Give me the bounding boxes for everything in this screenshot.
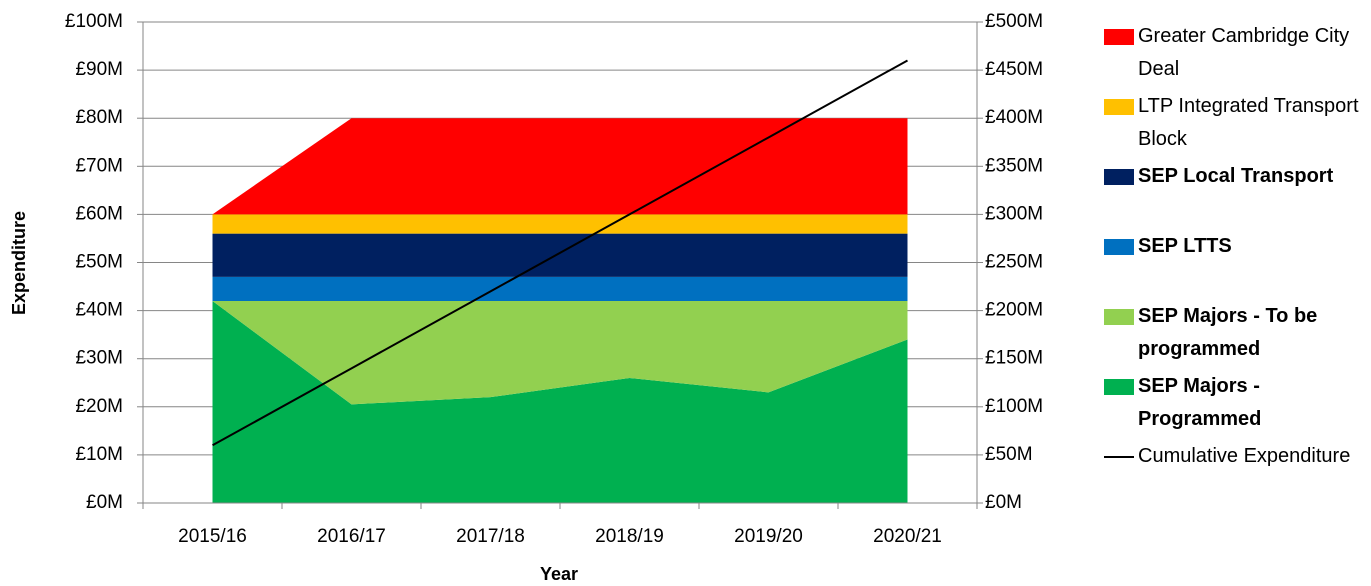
y2-tick-label: £500M [985,11,1043,32]
legend-swatch [1104,29,1134,45]
y2-tick-label: £350M [985,155,1043,176]
y2-tick-label: £0M [985,492,1022,513]
legend-label: LTP Integrated Transport Block [1138,95,1359,150]
y-tick-label: £40M [75,300,123,321]
y2-tick-label: £400M [985,107,1043,128]
legend-label: Greater Cambridge City Deal [1138,25,1350,80]
legend-swatch [1104,379,1134,395]
y-tick-label: £60M [75,203,123,224]
legend-label: SEP Majors - Programmed [1138,375,1262,430]
x-axis-title: Year [540,564,578,584]
legend-item: LTP Integrated Transport Block [1104,90,1366,160]
area [212,118,908,215]
legend-item: Greater Cambridge City Deal [1104,20,1366,90]
y-tick-label: £100M [65,11,123,32]
x-tick-label: 2015/16 [178,526,247,547]
legend-label: SEP Local Transport [1138,165,1334,187]
y2-tick-label: £150M [985,348,1043,369]
legend-swatch [1104,239,1134,255]
y-tick-label: £30M [75,348,123,369]
y-tick-label: £90M [75,59,123,80]
y2-tick-label: £50M [985,444,1033,465]
y2-tick-label: £300M [985,203,1043,224]
line [212,59,908,447]
y2-tick-label: £200M [985,300,1043,321]
y-tick-label: £70M [75,155,123,176]
legend-item: Cumulative Expenditure [1104,440,1366,510]
y2-tick-label: £250M [985,252,1043,273]
y2-tick-label: £100M [985,396,1043,417]
area [212,276,908,301]
legend-item: SEP Majors - Programmed [1104,370,1366,440]
area [212,300,908,503]
area [212,214,908,234]
y-tick-label: £50M [75,252,123,273]
legend-label: SEP LTTS [1138,235,1232,257]
y-tick-label: £0M [86,492,123,513]
legend-item: SEP Majors - To be programmed [1104,300,1366,370]
legend-item: SEP LTTS [1104,230,1366,300]
y2-tick-label: £450M [985,59,1043,80]
x-tick-label: 2018/19 [595,526,664,547]
area [212,300,908,405]
legend-swatch [1104,456,1134,458]
y-axis-title: Expenditure [9,211,29,315]
legend: Greater Cambridge City Deal LTP Integrate… [1104,20,1366,510]
legend-swatch [1104,169,1134,185]
y-tick-label: £10M [75,444,123,465]
x-tick-label: 2020/21 [873,526,942,547]
legend-label: SEP Majors - To be programmed [1138,305,1318,360]
legend-item: SEP Local Transport [1104,160,1366,230]
legend-swatch [1104,309,1134,325]
x-tick-label: 2017/18 [456,526,525,547]
legend-label: Cumulative Expenditure [1138,445,1351,467]
area [212,233,908,277]
y-tick-label: £80M [75,107,123,128]
x-tick-label: 2019/20 [734,526,803,547]
y-tick-label: £20M [75,396,123,417]
x-tick-label: 2016/17 [317,526,386,547]
legend-swatch [1104,99,1134,115]
